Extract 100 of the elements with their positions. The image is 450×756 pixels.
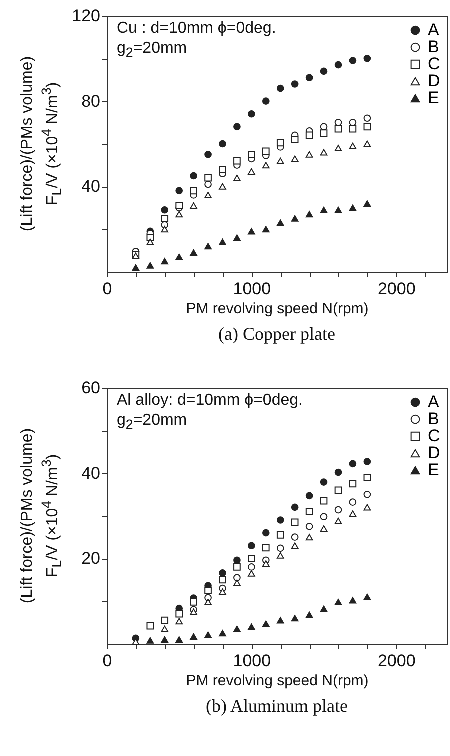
legend-label: C bbox=[428, 426, 440, 446]
point bbox=[320, 130, 328, 137]
point bbox=[219, 630, 226, 637]
point bbox=[276, 220, 284, 226]
point bbox=[306, 151, 314, 158]
point bbox=[161, 206, 169, 214]
point bbox=[248, 542, 256, 550]
point bbox=[349, 480, 357, 488]
point bbox=[334, 119, 342, 126]
y-tick-label: 120 bbox=[72, 6, 100, 26]
point bbox=[234, 626, 241, 632]
point bbox=[234, 157, 241, 165]
legend-label: E bbox=[428, 460, 440, 480]
point bbox=[132, 264, 140, 271]
point bbox=[364, 114, 372, 122]
point bbox=[204, 632, 212, 638]
point bbox=[349, 510, 357, 518]
point bbox=[204, 174, 212, 182]
point bbox=[306, 508, 314, 516]
point bbox=[234, 234, 241, 242]
point bbox=[146, 637, 154, 644]
point bbox=[334, 125, 342, 133]
point bbox=[334, 506, 342, 514]
point bbox=[306, 132, 314, 140]
legend-label: B bbox=[428, 410, 440, 428]
point bbox=[161, 616, 169, 624]
point bbox=[190, 634, 198, 640]
x-tick-label: 1000 bbox=[233, 652, 272, 670]
point bbox=[349, 460, 357, 468]
point bbox=[306, 534, 314, 541]
point bbox=[161, 258, 169, 265]
x-tick-label: 0 bbox=[102, 652, 112, 670]
point bbox=[334, 518, 342, 524]
point bbox=[320, 478, 328, 486]
point bbox=[349, 597, 357, 604]
point bbox=[364, 200, 372, 207]
point bbox=[276, 552, 284, 559]
x-tick-label: 1000 bbox=[233, 280, 272, 298]
point bbox=[291, 215, 299, 222]
point bbox=[248, 564, 256, 571]
point bbox=[291, 136, 299, 144]
legend-label: D bbox=[428, 72, 440, 90]
point bbox=[190, 187, 198, 195]
legend-label: B bbox=[428, 38, 440, 56]
point bbox=[291, 518, 299, 526]
point bbox=[204, 180, 212, 188]
point bbox=[161, 636, 169, 643]
point bbox=[204, 151, 212, 158]
point bbox=[219, 166, 226, 174]
point bbox=[306, 211, 314, 218]
point bbox=[161, 215, 169, 222]
point bbox=[262, 529, 270, 537]
point bbox=[146, 234, 154, 242]
point bbox=[190, 250, 198, 256]
point bbox=[176, 254, 183, 260]
point bbox=[248, 555, 256, 562]
legend-label: C bbox=[428, 54, 440, 74]
point bbox=[176, 187, 183, 195]
point bbox=[334, 486, 342, 494]
point bbox=[349, 498, 357, 506]
point bbox=[234, 564, 241, 571]
point bbox=[161, 226, 169, 233]
point bbox=[320, 606, 328, 612]
point bbox=[334, 468, 342, 476]
point bbox=[349, 119, 357, 126]
annotation: g$_{2}$=20mm bbox=[117, 39, 188, 62]
point bbox=[219, 238, 226, 246]
y-tick-label: 40 bbox=[82, 177, 100, 196]
point bbox=[262, 98, 270, 105]
point bbox=[234, 123, 241, 131]
point bbox=[364, 504, 372, 511]
point bbox=[176, 636, 183, 643]
point bbox=[262, 162, 270, 169]
annotation: Al alloy: d=10mm ϕ=0deg. bbox=[117, 391, 303, 410]
point bbox=[291, 542, 299, 550]
point bbox=[320, 497, 328, 505]
point bbox=[219, 588, 226, 596]
text: (a) Copper plate bbox=[218, 324, 336, 344]
point bbox=[349, 142, 357, 150]
point bbox=[291, 156, 299, 162]
point bbox=[306, 523, 314, 530]
point bbox=[276, 84, 284, 92]
point bbox=[320, 123, 328, 131]
point bbox=[276, 532, 284, 539]
point bbox=[291, 534, 299, 541]
point bbox=[276, 544, 284, 552]
point bbox=[291, 504, 299, 512]
y-tick-label: 80 bbox=[82, 92, 100, 111]
point bbox=[234, 574, 241, 582]
legend-label: D bbox=[428, 444, 440, 462]
text: (b) Aluminum plate bbox=[206, 696, 348, 716]
y-tick-label: 40 bbox=[82, 464, 100, 483]
point bbox=[262, 620, 270, 628]
point bbox=[262, 148, 270, 156]
point bbox=[262, 226, 270, 233]
point bbox=[349, 204, 357, 212]
point bbox=[364, 458, 372, 466]
x-tick-label: 2000 bbox=[378, 652, 416, 670]
annotation: Cu : d=10mm ϕ=0deg. bbox=[117, 19, 276, 38]
point bbox=[349, 125, 357, 133]
